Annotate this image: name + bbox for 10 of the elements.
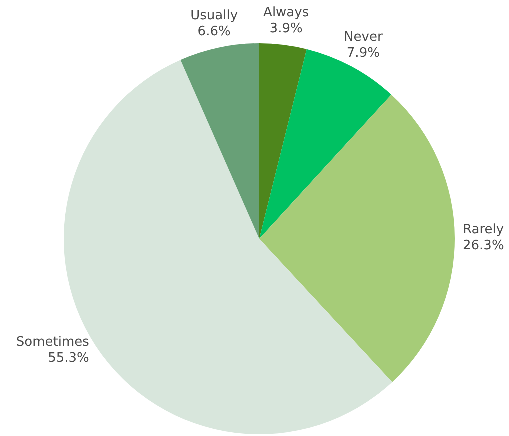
slice-label: Sometimes: [16, 335, 90, 350]
slice-label: Always: [264, 6, 310, 21]
data-label: 7.9%: [346, 46, 380, 62]
slice-label: Rarely: [463, 222, 504, 238]
data-label: 3.9%: [270, 22, 303, 37]
slice-label: Usually: [190, 8, 238, 24]
data-label: 55.3%: [48, 351, 90, 366]
data-label: 6.6%: [198, 24, 231, 40]
data-label: 26.3%: [463, 238, 504, 254]
slice-label: Never: [344, 30, 384, 46]
